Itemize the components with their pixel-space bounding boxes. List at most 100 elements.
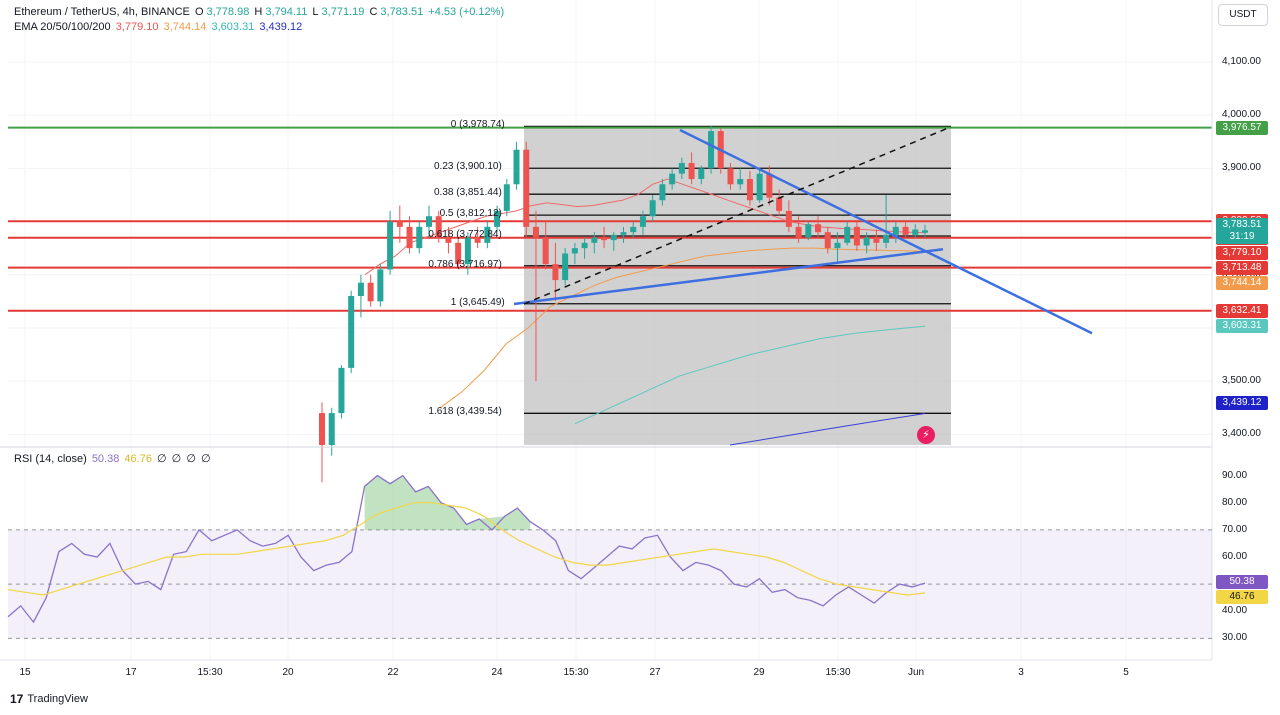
candle-body xyxy=(523,149,530,227)
candle-body xyxy=(824,232,831,249)
time-tick: 22 xyxy=(387,667,399,678)
symbol-legend[interactable]: Ethereum / TetherUS, 4h, BINANCE O 3,778.… xyxy=(14,6,505,18)
fib-label: 0.786 (3,716.97) xyxy=(428,258,502,270)
candle-body xyxy=(678,163,685,174)
candle-body xyxy=(659,184,666,201)
rsi-legend[interactable]: RSI (14, close) 50.38 46.76 ∅ ∅ ∅ ∅ xyxy=(14,453,211,465)
ema-label: EMA 20/50/100/200 xyxy=(14,21,111,33)
time-tick: 3 xyxy=(1018,667,1024,678)
flash-icon[interactable]: ⚡ xyxy=(917,426,935,444)
candle-body xyxy=(591,237,598,243)
candle-body xyxy=(815,224,822,233)
candle-body xyxy=(766,173,773,198)
time-tick: Jun xyxy=(907,667,925,678)
candle-body xyxy=(338,367,345,414)
candle-body xyxy=(853,226,860,246)
time-tick: 15:30 xyxy=(563,667,589,678)
rsi-overbought-fill xyxy=(364,475,531,530)
time-tick: 15 xyxy=(19,667,31,678)
candle-body xyxy=(727,168,734,185)
candle-body xyxy=(746,178,753,201)
candle-body xyxy=(328,413,335,445)
ema20-value: 3,779.10 xyxy=(115,21,159,33)
candle-body xyxy=(601,237,608,241)
fib-label: 0.38 (3,851.44) xyxy=(434,187,502,199)
change-value: +4.53 (+0.12%) xyxy=(428,6,505,18)
time-tick: 17 xyxy=(125,667,137,678)
ema100-line xyxy=(574,325,926,425)
candle-body xyxy=(367,282,374,302)
candle-body xyxy=(494,210,501,227)
price-tick: 4,000.00 xyxy=(1222,109,1261,121)
rsi-ma-value: 46.76 xyxy=(124,453,152,465)
candle-body xyxy=(610,234,617,241)
candle-body xyxy=(639,216,646,227)
time-tick: 29 xyxy=(753,667,765,678)
candle-body xyxy=(396,221,403,227)
symbol-title: Ethereum / TetherUS, 4h, BINANCE xyxy=(14,6,190,18)
candle-body xyxy=(357,282,364,297)
level-price-tag: 3,713.48 xyxy=(1216,260,1268,275)
time-tick: 15:30 xyxy=(825,667,851,678)
candle-body xyxy=(863,237,870,246)
ema50-value: 3,744.14 xyxy=(163,21,207,33)
rsi-value: 50.38 xyxy=(91,453,120,465)
candle-body xyxy=(912,229,919,235)
fib-label: 0.5 (3,812.12) xyxy=(439,208,502,220)
level-price-tag: 3,632.41 xyxy=(1216,303,1268,318)
candle-body xyxy=(630,226,637,233)
candle-body xyxy=(542,237,549,265)
candle-body xyxy=(532,226,539,238)
tradingview-logo[interactable]: 17 TradingView xyxy=(10,692,88,706)
ema50-line xyxy=(439,247,926,409)
rsi-tick: 90.00 xyxy=(1222,469,1248,481)
candle-body xyxy=(834,242,841,249)
ema20-line xyxy=(364,178,926,276)
candle-body xyxy=(387,221,394,270)
rsi-tick: 80.00 xyxy=(1222,496,1248,508)
currency-button[interactable]: USDT xyxy=(1218,4,1268,26)
rsi-ma-line xyxy=(7,502,926,596)
open-value: 3,778.98 xyxy=(206,6,250,18)
candle-body xyxy=(756,173,763,201)
candle-body xyxy=(698,168,705,179)
candle-body xyxy=(503,184,510,211)
brand-name: TradingView xyxy=(27,693,88,705)
candlesticks xyxy=(319,125,928,483)
candle-body xyxy=(844,226,851,243)
candle-body xyxy=(445,237,452,243)
candle-body xyxy=(805,224,812,238)
candle-body xyxy=(883,234,890,243)
ascending-trendline xyxy=(513,247,944,306)
candle-body xyxy=(649,200,656,217)
ema-legend[interactable]: EMA 20/50/100/200 3,779.10 3,744.14 3,60… xyxy=(14,21,304,33)
candle-body xyxy=(377,269,384,302)
fib-label: 1.618 (3,439.54) xyxy=(428,406,502,418)
rsi-tick: 30.00 xyxy=(1222,632,1248,644)
time-tick: 24 xyxy=(491,667,503,678)
candle-body xyxy=(581,242,588,249)
price-tag: 3,783.51 xyxy=(1216,218,1268,232)
candle-body xyxy=(464,237,471,265)
price-tick: 3,500.00 xyxy=(1222,375,1261,387)
price-tick: 4,100.00 xyxy=(1222,55,1261,67)
candle-body xyxy=(406,226,413,249)
candle-body xyxy=(513,149,520,185)
ema200-value: 3,439.12 xyxy=(259,21,303,33)
time-tick: 15:30 xyxy=(197,667,223,678)
candle-body xyxy=(785,210,792,227)
candle-body xyxy=(873,237,880,243)
candle-body xyxy=(484,226,491,243)
candle-body xyxy=(892,226,899,235)
fibonacci-zone xyxy=(524,126,951,446)
time-tick: 20 xyxy=(282,667,294,678)
ema200-line xyxy=(729,413,926,446)
candle-body xyxy=(319,413,325,445)
candle-body xyxy=(425,216,432,227)
rsi-tick: 60.00 xyxy=(1222,551,1248,562)
price-tag: 3,779.10 xyxy=(1216,246,1268,260)
candle-body xyxy=(552,264,559,281)
rsi-line xyxy=(7,474,926,624)
rsi-value-tag: 50.38 xyxy=(1216,575,1268,590)
